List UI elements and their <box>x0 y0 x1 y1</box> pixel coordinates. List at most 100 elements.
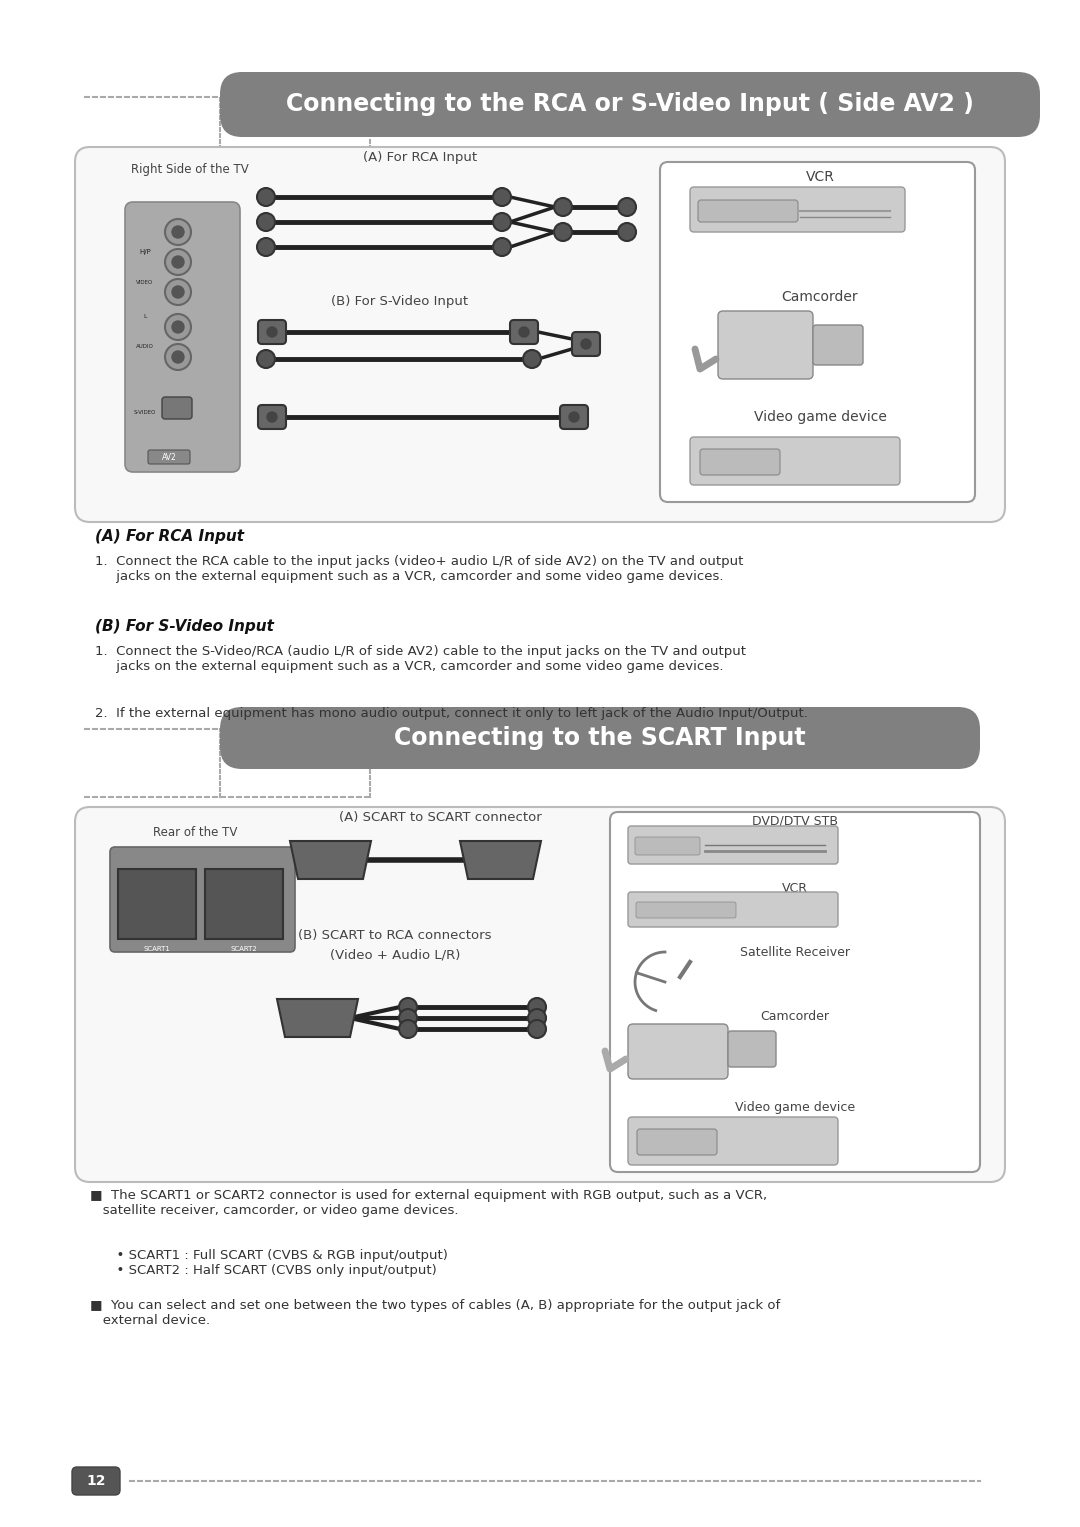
Circle shape <box>519 327 529 337</box>
Circle shape <box>492 212 511 231</box>
Text: VIDEO: VIDEO <box>136 279 153 284</box>
Circle shape <box>618 199 636 215</box>
Text: • SCART1 : Full SCART (CVBS & RGB input/output)
  • SCART2 : Half SCART (CVBS on: • SCART1 : Full SCART (CVBS & RGB input/… <box>108 1249 448 1277</box>
Circle shape <box>618 223 636 241</box>
Circle shape <box>399 999 417 1015</box>
FancyBboxPatch shape <box>813 325 863 365</box>
FancyBboxPatch shape <box>660 162 975 502</box>
Text: ■  You can select and set one between the two types of cables (A, B) appropriate: ■ You can select and set one between the… <box>90 1299 780 1327</box>
Text: DVD/DTV STB: DVD/DTV STB <box>752 814 838 828</box>
FancyBboxPatch shape <box>125 202 240 472</box>
Text: SCART2: SCART2 <box>231 947 257 951</box>
Text: (Video + Audio L/R): (Video + Audio L/R) <box>329 948 460 962</box>
FancyBboxPatch shape <box>110 847 295 951</box>
FancyBboxPatch shape <box>728 1031 777 1067</box>
Text: Connecting to the RCA or S-Video Input ( Side AV2 ): Connecting to the RCA or S-Video Input (… <box>286 92 974 116</box>
FancyBboxPatch shape <box>627 826 838 864</box>
Text: Video game device: Video game device <box>734 1101 855 1113</box>
FancyBboxPatch shape <box>148 450 190 464</box>
FancyBboxPatch shape <box>72 1467 120 1495</box>
FancyBboxPatch shape <box>635 837 700 855</box>
Text: SCART1: SCART1 <box>144 947 171 951</box>
Circle shape <box>399 1020 417 1038</box>
Text: AUDIO: AUDIO <box>136 345 154 350</box>
Circle shape <box>172 321 184 333</box>
FancyBboxPatch shape <box>636 902 735 918</box>
FancyBboxPatch shape <box>627 1116 838 1165</box>
Polygon shape <box>276 999 357 1037</box>
Text: (A) For RCA Input: (A) For RCA Input <box>363 151 477 163</box>
Text: 1.  Connect the S-Video/RCA (audio L/R of side AV2) cable to the input jacks on : 1. Connect the S-Video/RCA (audio L/R of… <box>95 644 746 673</box>
FancyBboxPatch shape <box>572 331 600 356</box>
Circle shape <box>523 350 541 368</box>
Circle shape <box>554 199 572 215</box>
FancyBboxPatch shape <box>690 437 900 486</box>
FancyBboxPatch shape <box>627 1025 728 1080</box>
Circle shape <box>165 315 191 341</box>
Circle shape <box>165 279 191 305</box>
Bar <box>118 869 195 939</box>
FancyBboxPatch shape <box>258 321 286 344</box>
FancyBboxPatch shape <box>700 449 780 475</box>
FancyBboxPatch shape <box>162 397 192 418</box>
Text: Right Side of the TV: Right Side of the TV <box>131 162 248 176</box>
Text: 2.  If the external equipment has mono audio output, connect it only to left jac: 2. If the external equipment has mono au… <box>95 707 808 721</box>
Circle shape <box>492 238 511 257</box>
FancyBboxPatch shape <box>637 1128 717 1154</box>
Circle shape <box>172 351 184 363</box>
Circle shape <box>172 257 184 269</box>
Circle shape <box>554 223 572 241</box>
Circle shape <box>399 1009 417 1028</box>
FancyBboxPatch shape <box>220 707 980 770</box>
FancyBboxPatch shape <box>690 186 905 232</box>
Text: Camcorder: Camcorder <box>760 1011 829 1023</box>
Circle shape <box>172 226 184 238</box>
FancyBboxPatch shape <box>75 147 1005 522</box>
FancyBboxPatch shape <box>510 321 538 344</box>
Text: (A) SCART to SCART connector: (A) SCART to SCART connector <box>339 811 541 823</box>
Text: (B) SCART to RCA connectors: (B) SCART to RCA connectors <box>298 928 491 942</box>
Circle shape <box>257 212 275 231</box>
Circle shape <box>528 1020 546 1038</box>
Circle shape <box>569 412 579 421</box>
Circle shape <box>267 412 276 421</box>
Circle shape <box>528 999 546 1015</box>
Circle shape <box>528 1009 546 1028</box>
Text: L: L <box>144 315 147 319</box>
Text: (A) For RCA Input: (A) For RCA Input <box>95 528 244 544</box>
Circle shape <box>257 238 275 257</box>
Polygon shape <box>291 841 372 880</box>
Circle shape <box>257 350 275 368</box>
Circle shape <box>165 249 191 275</box>
Text: Satellite Receiver: Satellite Receiver <box>740 945 850 959</box>
FancyBboxPatch shape <box>220 72 1040 137</box>
FancyBboxPatch shape <box>627 892 838 927</box>
Text: ■  The SCART1 or SCART2 connector is used for external equipment with RGB output: ■ The SCART1 or SCART2 connector is used… <box>90 1190 767 1217</box>
Circle shape <box>492 188 511 206</box>
Polygon shape <box>460 841 541 880</box>
Text: (B) For S-Video Input: (B) For S-Video Input <box>332 296 469 308</box>
Text: Connecting to the SCART Input: Connecting to the SCART Input <box>394 725 806 750</box>
Circle shape <box>267 327 276 337</box>
Text: Rear of the TV: Rear of the TV <box>152 826 238 838</box>
FancyBboxPatch shape <box>258 405 286 429</box>
Bar <box>205 869 283 939</box>
Text: VCR: VCR <box>782 883 808 895</box>
FancyBboxPatch shape <box>698 200 798 221</box>
Text: AV2: AV2 <box>162 452 176 461</box>
Circle shape <box>172 286 184 298</box>
FancyBboxPatch shape <box>561 405 588 429</box>
Text: (B) For S-Video Input: (B) For S-Video Input <box>95 618 274 634</box>
Text: VCR: VCR <box>806 169 835 183</box>
FancyBboxPatch shape <box>718 312 813 379</box>
Text: S-VIDEO: S-VIDEO <box>134 409 157 414</box>
FancyBboxPatch shape <box>610 812 980 1173</box>
FancyBboxPatch shape <box>75 806 1005 1182</box>
Text: 1.  Connect the RCA cable to the input jacks (video+ audio L/R of side AV2) on t: 1. Connect the RCA cable to the input ja… <box>95 554 743 583</box>
Text: H/P: H/P <box>139 249 151 255</box>
Circle shape <box>165 344 191 370</box>
Circle shape <box>581 339 591 350</box>
Text: 12: 12 <box>86 1474 106 1487</box>
Text: Video game device: Video game device <box>754 411 887 425</box>
Circle shape <box>257 188 275 206</box>
